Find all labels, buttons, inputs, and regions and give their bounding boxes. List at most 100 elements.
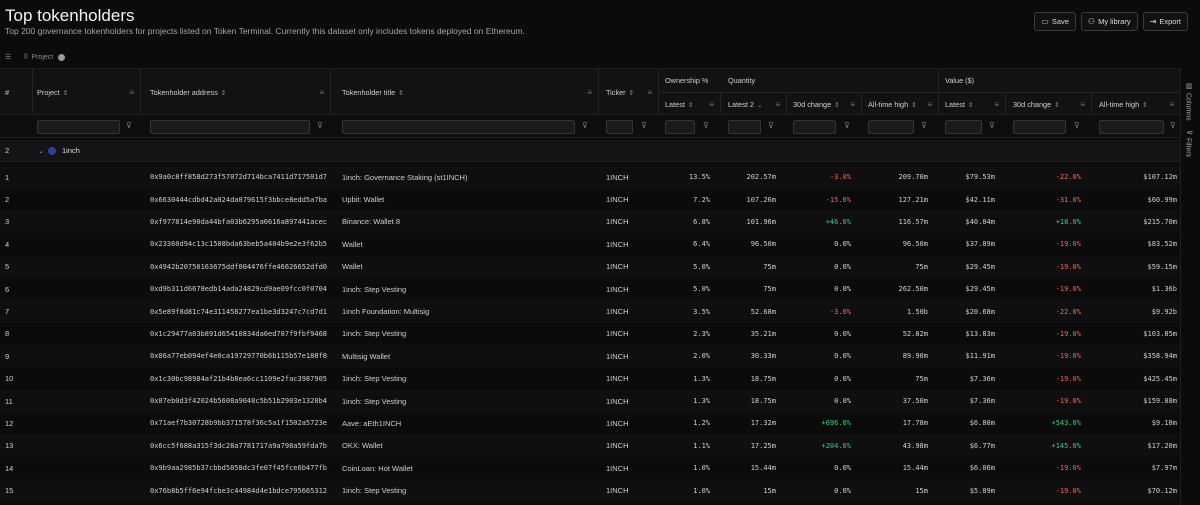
val-ath-filter-input[interactable] <box>1099 120 1164 134</box>
my-library-label: My library <box>1098 17 1131 26</box>
col-val-30d-header[interactable]: 30d change ⇕ ≡ <box>1013 100 1085 109</box>
table-row[interactable]: 9 0x06a77eb094ef4e0ca19729770b6b115b57e18… <box>0 345 1180 368</box>
tokenholder-address[interactable]: 0x07eb0d3f42024b5608a9048c5b51b2903e1320… <box>150 397 328 406</box>
ticker: 1INCH <box>606 284 629 294</box>
table-row[interactable]: 3 0xf977814e90da44bfa03b6295a0616a897441a… <box>0 210 1180 234</box>
title-filter-input[interactable] <box>342 120 575 134</box>
value-30d-change: +543.0% <box>1051 419 1081 428</box>
table-row[interactable]: 12 0x71aef7b30728b9bb371578f36c5a1f1502a5… <box>0 412 1180 435</box>
ticker: 1INCH <box>606 172 629 182</box>
table-row[interactable]: 2 0x6630444cdbd42a024da079615f3bbce8edd5a… <box>0 188 1180 211</box>
row-index: 8 <box>5 329 10 339</box>
export-label: Export <box>1159 17 1181 26</box>
tokenholder-address[interactable]: 0x6cc5f688a315f3dc28a7781717a9a798a59fda… <box>150 441 328 450</box>
value-30d-change: +18.0% <box>1055 217 1081 226</box>
col-qty-30d-header[interactable]: 30d change ⇕ ≡ <box>793 100 855 109</box>
col-qty-latest-header[interactable]: Latest 2 ⌄ ≡ <box>728 100 780 109</box>
filter-icon[interactable]: ⊽ <box>989 121 995 130</box>
group-row-1inch[interactable]: 2 ⌄ 1inch <box>0 140 1180 162</box>
col-qty-ath-header[interactable]: All-time high ⇕ ≡ <box>868 100 932 109</box>
filter-icon[interactable]: ⊽ <box>1170 121 1176 130</box>
ticker: 1INCH <box>606 351 629 361</box>
tokenholder-address[interactable]: 0x76b8b5ff6e94fcbe3c44984d4e1bdce7956653… <box>150 486 328 495</box>
filter-icon[interactable]: ⊽ <box>126 121 132 130</box>
col-project-header[interactable]: Project ⇕ ≡ <box>37 88 134 97</box>
table-row[interactable]: 8 0x1c29477a03b891d65410834da0ed787f9fbf9… <box>0 322 1180 346</box>
table-row[interactable]: 10 0x1c30bc98984af21b4b8ea6cc1109e2fac398… <box>0 367 1180 390</box>
val-latest-filter-input[interactable] <box>945 120 982 134</box>
ownership-latest: 7.2% <box>693 195 710 204</box>
row-index: 9 <box>5 351 10 361</box>
sort-icon: ⇕ <box>62 89 69 97</box>
filter-icon[interactable]: ⊽ <box>768 121 774 130</box>
table-row[interactable]: 6 0xd9b311d6678edb14ada24829cd9ae09fcc0f0… <box>0 277 1180 301</box>
ownership-latest: 2.0% <box>693 352 710 361</box>
tokenholder-address[interactable]: 0x9b9aa2985b37cbbd5858dc3fe07f45fce6b477… <box>150 464 328 473</box>
tokenholder-address[interactable]: 0x9a0c8ff858d273f57072d714bca7411d717501… <box>150 173 328 182</box>
tokenholder-address[interactable]: 0x06a77eb094ef4e0ca19729770b6b115b57e188… <box>150 352 328 361</box>
filter-icon[interactable]: ⊽ <box>921 121 927 130</box>
col-address-header[interactable]: Tokenholder address ⇕ ≡ <box>150 88 324 97</box>
qty-latest-filter-input[interactable] <box>728 120 761 134</box>
col-own-latest-header[interactable]: Latest ⇕ ≡ <box>665 100 714 109</box>
qty-30d-filter-input[interactable] <box>793 120 836 134</box>
value-30d-change: +145.0% <box>1051 441 1081 450</box>
filter-icon[interactable]: ⊽ <box>1074 121 1080 130</box>
val-30d-filter-input[interactable] <box>1013 120 1066 134</box>
tokenholder-address[interactable]: 0x1c29477a03b891d65410834da0ed787f9fbf94… <box>150 329 328 338</box>
save-button[interactable]: ▭ Save <box>1034 12 1076 31</box>
table-row[interactable]: 15 0x76b8b5ff6e94fcbe3c44984d4e1bdce79566… <box>0 479 1180 502</box>
table-row[interactable]: 7 0x5e89f8d81c74e311458277ea1be3d3247c7cd… <box>0 300 1180 323</box>
tokenholder-address[interactable]: 0xd9b311d6678edb14ada24829cd9ae09fcc0f07… <box>150 285 328 294</box>
quantity-ath: 37.50m <box>902 397 928 406</box>
table-row[interactable]: 11 0x07eb0d3f42024b5608a9048c5b51b2903e13… <box>0 389 1180 413</box>
tokenholder-address[interactable]: 0x71aef7b30728b9bb371578f36c5a1f1502a572… <box>150 419 328 428</box>
filter-icon[interactable]: ⊽ <box>582 121 588 130</box>
own-latest-filter-input[interactable] <box>665 120 695 134</box>
project-filter-input[interactable] <box>37 120 120 134</box>
address-filter-input[interactable] <box>150 120 310 134</box>
tokenholder-address[interactable]: 0x1c30bc98984af21b4b8ea6cc1109e2fac39879… <box>150 374 328 383</box>
table-row[interactable]: 14 0x9b9aa2985b37cbbd5858dc3fe07f45fce6b4… <box>0 457 1180 480</box>
tab-filters[interactable]: ⊽ Filters <box>1184 130 1193 158</box>
sort-icon: ⇕ <box>628 89 635 97</box>
filter-icon[interactable]: ⊽ <box>641 121 647 130</box>
table-row[interactable]: 1 0x9a0c8ff858d273f57072d714bca7411d71750… <box>0 166 1180 189</box>
chevron-down-icon[interactable]: ⌄ <box>38 147 44 155</box>
project-logo <box>48 146 56 155</box>
filter-icon[interactable]: ⊽ <box>844 121 850 130</box>
col-title-header[interactable]: Tokenholder title ⇕ ≡ <box>342 88 592 97</box>
value-latest: $79.53m <box>965 173 995 182</box>
export-button[interactable]: ⇥ Export <box>1142 12 1188 31</box>
tokenholder-address[interactable]: 0x4942b20750163675ddf004476ffe46626652df… <box>150 262 328 271</box>
qty-ath-filter-input[interactable] <box>868 120 914 134</box>
my-library-button[interactable]: ⚇ My library <box>1080 12 1138 31</box>
tokenholder-title: 1inch: Step Vesting <box>342 486 407 496</box>
tokenholder-address[interactable]: 0x6630444cdbd42a024da079615f3bbce8edd5a7… <box>150 195 328 204</box>
ticker-filter-input[interactable] <box>606 120 633 134</box>
col-ticker-header[interactable]: Ticker ⇕ ≡ <box>606 88 652 97</box>
group-rows-icon[interactable]: ☰ <box>5 54 12 61</box>
col-val-ath-header[interactable]: All-time high ⇕ ≡ <box>1099 100 1174 109</box>
table-row[interactable]: 13 0x6cc5f688a315f3dc28a7781717a9a798a59f… <box>0 434 1180 458</box>
value-30d-change: -19.0% <box>1055 329 1081 338</box>
table-row[interactable]: 5 0x4942b20750163675ddf004476ffe46626652d… <box>0 255 1180 278</box>
ownership-latest: 1.3% <box>693 397 710 406</box>
quantity-ath: 75m <box>915 374 928 383</box>
col-val-latest-header[interactable]: Latest ⇕ ≡ <box>945 100 999 109</box>
tokenholder-address[interactable]: 0x23360d94c13c1508bda63beb5a404b9e2e3f62… <box>150 240 328 249</box>
remove-group-icon[interactable] <box>58 53 66 61</box>
quantity-30d-change: -3.0% <box>829 307 851 316</box>
tokenholder-address[interactable]: 0x5e89f8d81c74e311458277ea1be3d3247c7cd7… <box>150 307 328 316</box>
table-row[interactable]: 4 0x23360d94c13c1508bda63beb5a404b9e2e3f6… <box>0 233 1180 256</box>
tokenholder-address[interactable]: 0xf977814e90da44bfa03b6295a0616a897441ac… <box>150 217 328 226</box>
filter-icon[interactable]: ⊽ <box>317 121 323 130</box>
filter-icon[interactable]: ⊽ <box>703 121 709 130</box>
value-ath: $59.15m <box>1147 262 1177 271</box>
tab-columns[interactable]: ▥ Columns <box>1184 82 1193 121</box>
ticker: 1INCH <box>606 262 629 272</box>
group-chip-project[interactable]: ⠿ Project <box>23 53 66 61</box>
header-actions: ▭ Save ⚇ My library ⇥ Export <box>1034 12 1188 31</box>
value-latest: $6.06m <box>969 464 995 473</box>
tokenholder-title: Aave: aEth1INCH <box>342 418 402 428</box>
